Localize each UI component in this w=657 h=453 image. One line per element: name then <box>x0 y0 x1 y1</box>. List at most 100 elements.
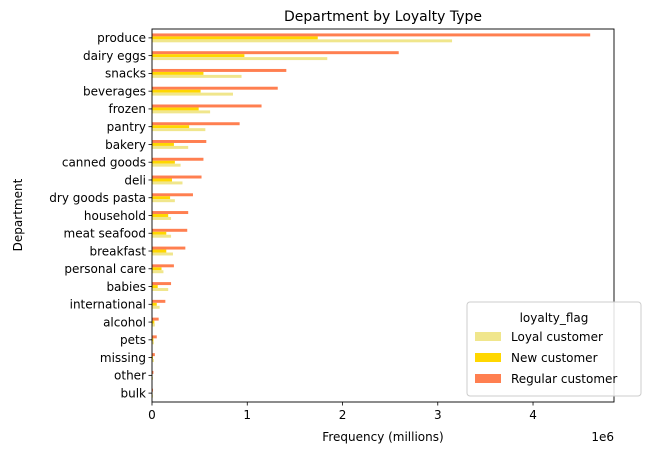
bar-produce-regular-customer <box>152 33 591 37</box>
bar-pantry-loyal-customer <box>152 128 206 132</box>
bar-deli-loyal-customer <box>152 181 183 185</box>
bar-pantry-new-customer <box>152 125 190 129</box>
legend-swatch-regular-customer <box>475 374 501 383</box>
bar-dairy-eggs-loyal-customer <box>152 57 328 61</box>
bar-household-new-customer <box>152 214 169 217</box>
bar-dry-goods-pasta-regular-customer <box>152 193 193 197</box>
x-axis-offset-label: 1e6 <box>591 430 614 444</box>
bar-alcohol-new-customer <box>152 320 155 324</box>
y-tick-label: international <box>70 298 146 312</box>
bar-alcohol-regular-customer <box>152 317 159 321</box>
x-tick-label: 2 <box>339 408 347 422</box>
bar-bakery-loyal-customer <box>152 145 189 149</box>
x-tick-label: 3 <box>434 408 442 422</box>
bar-beverages-new-customer <box>152 89 201 93</box>
bar-canned-goods-loyal-customer <box>152 163 181 167</box>
y-tick-label: deli <box>124 173 146 187</box>
bar-frozen-regular-customer <box>152 104 262 108</box>
bar-beverages-regular-customer <box>152 86 278 90</box>
bar-pets-new-customer <box>152 338 154 342</box>
bar-dairy-eggs-new-customer <box>152 54 245 58</box>
y-tick-label: pets <box>120 333 146 347</box>
bar-frozen-loyal-customer <box>152 110 211 114</box>
y-ticks: produce dairy eggs snacks beverages frozen pa… <box>49 31 152 400</box>
bar-breakfast-loyal-customer <box>152 252 173 256</box>
bar-household-loyal-customer <box>152 216 172 220</box>
bar-pantry-regular-customer <box>152 122 240 126</box>
bar-babies-regular-customer <box>152 282 172 286</box>
bar-personal-care-regular-customer <box>152 264 174 268</box>
bar-deli-new-customer <box>152 178 173 182</box>
y-tick-label: dry goods pasta <box>49 191 146 205</box>
bar-personal-care-new-customer <box>152 267 162 271</box>
bar-deli-regular-customer <box>152 175 202 179</box>
y-tick-label: beverages <box>83 84 146 98</box>
legend-label-regular-customer: Regular customer <box>511 372 617 386</box>
x-ticks: 0 1 2 3 4 <box>148 402 537 422</box>
bar-dry-goods-pasta-new-customer <box>152 196 171 200</box>
y-tick-label: meat seafood <box>64 227 146 241</box>
bar-international-loyal-customer <box>152 305 160 309</box>
bar-snacks-new-customer <box>152 71 204 75</box>
y-axis-label: Department <box>11 178 25 251</box>
bar-alcohol-loyal-customer <box>152 323 155 327</box>
bar-meat-seafood-new-customer <box>152 231 167 235</box>
bar-other-loyal-customer <box>152 376 153 380</box>
y-tick-label: canned goods <box>62 156 146 170</box>
y-tick-label: babies <box>106 280 146 294</box>
bar-canned-goods-regular-customer <box>152 157 204 161</box>
y-tick-label: bakery <box>105 138 146 152</box>
bar-missing-loyal-customer <box>152 359 154 363</box>
y-tick-label: produce <box>97 31 146 45</box>
bar-produce-loyal-customer <box>152 39 453 43</box>
bar-beverages-loyal-customer <box>152 92 233 96</box>
bar-snacks-loyal-customer <box>152 74 242 78</box>
y-tick-label: household <box>84 209 146 223</box>
bar-bakery-new-customer <box>152 142 174 146</box>
bar-personal-care-loyal-customer <box>152 270 164 274</box>
bar-pets-loyal-customer <box>152 341 154 345</box>
y-tick-label: breakfast <box>89 244 146 258</box>
bar-bulk-regular-customer <box>152 388 153 392</box>
y-tick-label: personal care <box>64 262 146 276</box>
bar-pets-regular-customer <box>152 335 157 339</box>
bar-international-new-customer <box>152 302 157 306</box>
legend-items: Loyal customer New customer Regular custom… <box>475 330 617 386</box>
y-tick-label: missing <box>100 351 146 365</box>
legend: loyalty_flag Loyal customer New customer R… <box>466 301 642 397</box>
y-tick-label: frozen <box>108 102 146 116</box>
x-axis-label: Frequency (millions) <box>322 430 443 444</box>
legend-swatch-new-customer <box>475 353 501 362</box>
bar-meat-seafood-loyal-customer <box>152 234 172 238</box>
bar-missing-regular-customer <box>152 353 155 357</box>
legend-box <box>466 301 642 397</box>
y-tick-label: dairy eggs <box>83 49 146 63</box>
bar-snacks-regular-customer <box>152 68 287 72</box>
bar-frozen-new-customer <box>152 107 199 111</box>
x-tick-label: 1 <box>243 408 251 422</box>
x-tick-label: 0 <box>148 408 156 422</box>
bar-international-regular-customer <box>152 299 166 303</box>
bars-layer <box>152 33 591 398</box>
bar-bakery-regular-customer <box>152 140 207 143</box>
legend-label-loyal-customer: Loyal customer <box>511 330 603 344</box>
legend-swatch-loyal-customer <box>475 332 501 341</box>
bar-breakfast-new-customer <box>152 249 167 253</box>
bar-bulk-loyal-customer <box>152 394 153 398</box>
bar-breakfast-regular-customer <box>152 246 186 250</box>
bar-produce-new-customer <box>152 36 318 40</box>
bar-dairy-eggs-regular-customer <box>152 51 399 55</box>
legend-title: loyalty_flag <box>520 311 589 325</box>
bar-canned-goods-new-customer <box>152 160 175 164</box>
bar-meat-seafood-regular-customer <box>152 228 188 232</box>
y-tick-label: alcohol <box>103 315 146 329</box>
chart-title: Department by Loyalty Type <box>284 9 482 25</box>
y-tick-label: other <box>114 369 146 383</box>
x-tick-label: 4 <box>529 408 537 422</box>
legend-label-new-customer: New customer <box>511 351 598 365</box>
y-tick-label: pantry <box>107 120 146 134</box>
bar-babies-loyal-customer <box>152 288 169 291</box>
bar-babies-new-customer <box>152 285 158 289</box>
